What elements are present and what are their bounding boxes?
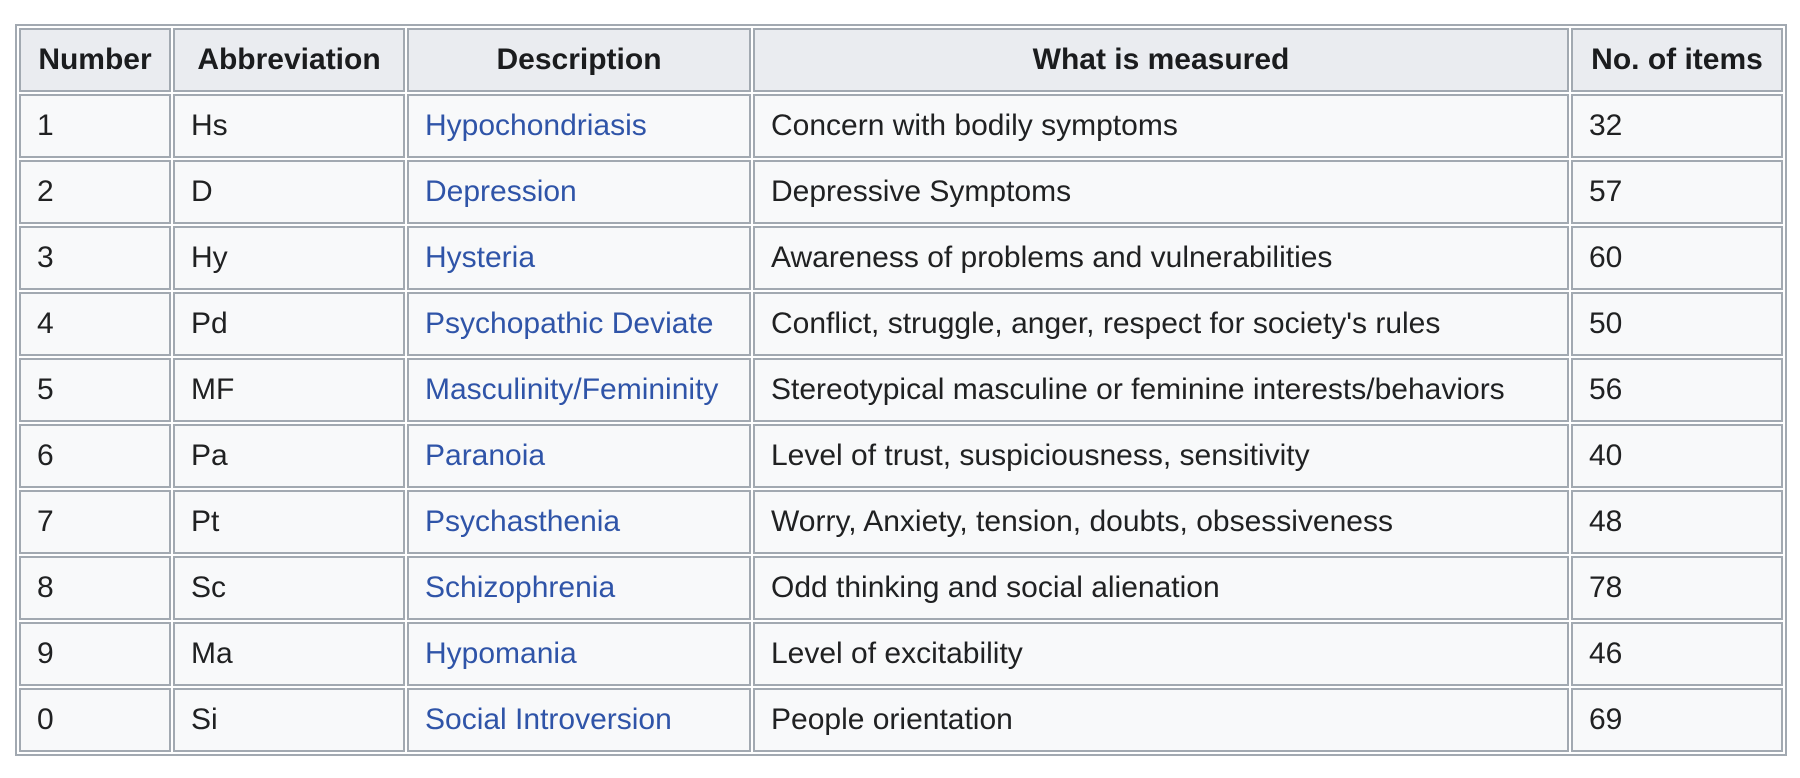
description-link[interactable]: Hysteria bbox=[425, 241, 536, 274]
cell-description: Schizophrenia bbox=[407, 556, 751, 620]
cell-description: Paranoia bbox=[407, 424, 751, 488]
cell-items: 48 bbox=[1571, 490, 1783, 554]
cell-abbreviation: Ma bbox=[173, 622, 405, 686]
table-row: 0 Si Social Introversion People orientation… bbox=[19, 688, 1783, 752]
cell-items: 78 bbox=[1571, 556, 1783, 620]
table-row: 6 Pa Paranoia Level of trust, suspiciousnes… bbox=[19, 424, 1783, 488]
cell-measured: Stereotypical masculine or feminine inte… bbox=[753, 358, 1569, 422]
cell-abbreviation: D bbox=[173, 160, 405, 224]
mmpi-clinical-scales-table: Number Abbreviation Description What is mea… bbox=[15, 24, 1787, 756]
table-row: 2 D Depression Depressive Symptoms 57 bbox=[19, 160, 1783, 224]
cell-items: 69 bbox=[1571, 688, 1783, 752]
cell-items: 57 bbox=[1571, 160, 1783, 224]
cell-number: 1 bbox=[19, 94, 171, 158]
table-row: 8 Sc Schizophrenia Odd thinking and social … bbox=[19, 556, 1783, 620]
description-link[interactable]: Hypomania bbox=[425, 637, 577, 670]
cell-description: Hysteria bbox=[407, 226, 751, 290]
cell-description: Hypomania bbox=[407, 622, 751, 686]
description-link[interactable]: Depression bbox=[425, 175, 577, 208]
cell-number: 3 bbox=[19, 226, 171, 290]
cell-number: 5 bbox=[19, 358, 171, 422]
cell-number: 8 bbox=[19, 556, 171, 620]
header-cell-description: Description bbox=[407, 28, 751, 92]
header-cell-number: Number bbox=[19, 28, 171, 92]
cell-abbreviation: MF bbox=[173, 358, 405, 422]
table-body: 1 Hs Hypochondriasis Concern with bodily sy… bbox=[19, 94, 1783, 752]
cell-items: 46 bbox=[1571, 622, 1783, 686]
table-row: 4 Pd Psychopathic Deviate Conflict, struggl… bbox=[19, 292, 1783, 356]
cell-measured: Worry, Anxiety, tension, doubts, obsessi… bbox=[753, 490, 1569, 554]
description-link[interactable]: Psychasthenia bbox=[425, 505, 621, 538]
table-row: 9 Ma Hypomania Level of excitability 46 bbox=[19, 622, 1783, 686]
cell-description: Hypochondriasis bbox=[407, 94, 751, 158]
header-cell-measured: What is measured bbox=[753, 28, 1569, 92]
cell-measured: Depressive Symptoms bbox=[753, 160, 1569, 224]
cell-description: Social Introversion bbox=[407, 688, 751, 752]
cell-measured: Conflict, struggle, anger, respect for s… bbox=[753, 292, 1569, 356]
description-link[interactable]: Schizophrenia bbox=[425, 571, 616, 604]
cell-abbreviation: Si bbox=[173, 688, 405, 752]
header-row: Number Abbreviation Description What is mea… bbox=[19, 28, 1783, 92]
cell-abbreviation: Pd bbox=[173, 292, 405, 356]
cell-measured: People orientation bbox=[753, 688, 1569, 752]
cell-abbreviation: Pt bbox=[173, 490, 405, 554]
description-link[interactable]: Psychopathic Deviate bbox=[425, 307, 714, 340]
cell-number: 0 bbox=[19, 688, 171, 752]
cell-description: Psychasthenia bbox=[407, 490, 751, 554]
cell-items: 56 bbox=[1571, 358, 1783, 422]
description-link[interactable]: Masculinity/Femininity bbox=[425, 373, 719, 406]
cell-abbreviation: Hy bbox=[173, 226, 405, 290]
cell-items: 50 bbox=[1571, 292, 1783, 356]
cell-measured: Odd thinking and social alienation bbox=[753, 556, 1569, 620]
description-link[interactable]: Paranoia bbox=[425, 439, 546, 472]
cell-number: 7 bbox=[19, 490, 171, 554]
description-link[interactable]: Hypochondriasis bbox=[425, 109, 647, 142]
cell-items: 40 bbox=[1571, 424, 1783, 488]
cell-measured: Awareness of problems and vulnerabilitie… bbox=[753, 226, 1569, 290]
description-link[interactable]: Social Introversion bbox=[425, 703, 672, 736]
header-cell-items: No. of items bbox=[1571, 28, 1783, 92]
page: Number Abbreviation Description What is mea… bbox=[15, 24, 1787, 756]
cell-measured: Concern with bodily symptoms bbox=[753, 94, 1569, 158]
cell-measured: Level of trust, suspiciousness, sensitiv… bbox=[753, 424, 1569, 488]
cell-items: 60 bbox=[1571, 226, 1783, 290]
cell-description: Psychopathic Deviate bbox=[407, 292, 751, 356]
cell-abbreviation: Hs bbox=[173, 94, 405, 158]
cell-measured: Level of excitability bbox=[753, 622, 1569, 686]
cell-number: 9 bbox=[19, 622, 171, 686]
table-row: 7 Pt Psychasthenia Worry, Anxiety, tension,… bbox=[19, 490, 1783, 554]
cell-description: Depression bbox=[407, 160, 751, 224]
cell-abbreviation: Pa bbox=[173, 424, 405, 488]
cell-number: 4 bbox=[19, 292, 171, 356]
cell-abbreviation: Sc bbox=[173, 556, 405, 620]
cell-number: 6 bbox=[19, 424, 171, 488]
table-row: 1 Hs Hypochondriasis Concern with bodily sy… bbox=[19, 94, 1783, 158]
cell-items: 32 bbox=[1571, 94, 1783, 158]
table-row: 3 Hy Hysteria Awareness of problems and vul… bbox=[19, 226, 1783, 290]
header-cell-abbreviation: Abbreviation bbox=[173, 28, 405, 92]
table-row: 5 MF Masculinity/Femininity Stereotypical m… bbox=[19, 358, 1783, 422]
cell-description: Masculinity/Femininity bbox=[407, 358, 751, 422]
cell-number: 2 bbox=[19, 160, 171, 224]
